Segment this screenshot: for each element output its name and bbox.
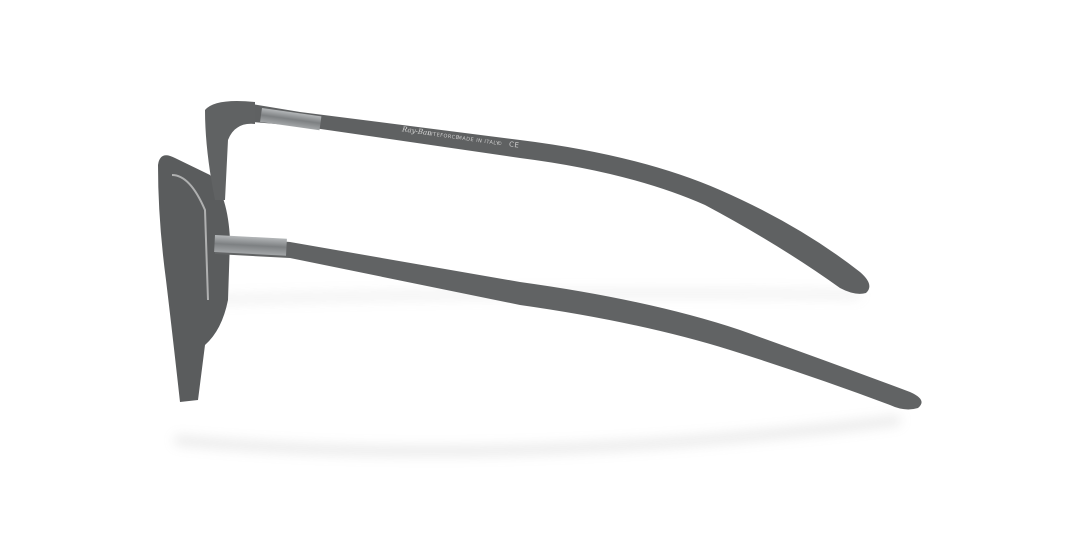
- rear-rim: [205, 101, 255, 200]
- front-rim: [158, 155, 230, 402]
- ce-mark: CE: [509, 140, 520, 149]
- lens-edge: [171, 174, 209, 301]
- floor-shadow: [174, 290, 901, 456]
- front-hinge: [214, 235, 287, 256]
- rear-hinge: [260, 108, 322, 131]
- origin-text: MADE IN ITALY: [457, 135, 500, 147]
- copyright-mark: ©: [497, 140, 503, 148]
- model-line-text: LITEFORCE: [427, 131, 459, 141]
